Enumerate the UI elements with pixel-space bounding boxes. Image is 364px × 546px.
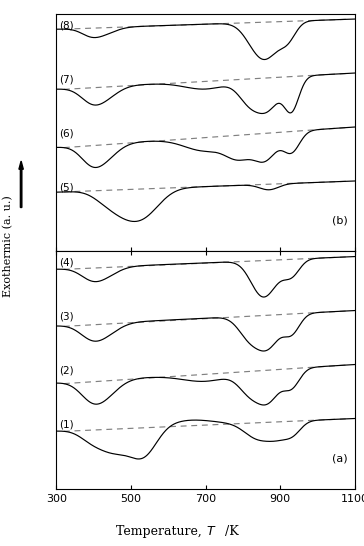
Text: (1): (1) xyxy=(59,419,74,430)
Text: Temperature,: Temperature, xyxy=(116,525,206,538)
Text: (a): (a) xyxy=(332,453,347,464)
Text: (6): (6) xyxy=(59,128,74,138)
Text: (b): (b) xyxy=(332,216,347,226)
Text: (2): (2) xyxy=(59,366,74,376)
Text: Exothermic (a. u.): Exothermic (a. u.) xyxy=(3,195,13,296)
Text: (7): (7) xyxy=(59,74,74,84)
Text: (4): (4) xyxy=(59,258,74,268)
Text: (8): (8) xyxy=(59,20,74,30)
Text: (3): (3) xyxy=(59,312,74,322)
Text: $T$: $T$ xyxy=(206,525,216,538)
Text: (5): (5) xyxy=(59,182,74,192)
Text: /K: /K xyxy=(225,525,238,538)
